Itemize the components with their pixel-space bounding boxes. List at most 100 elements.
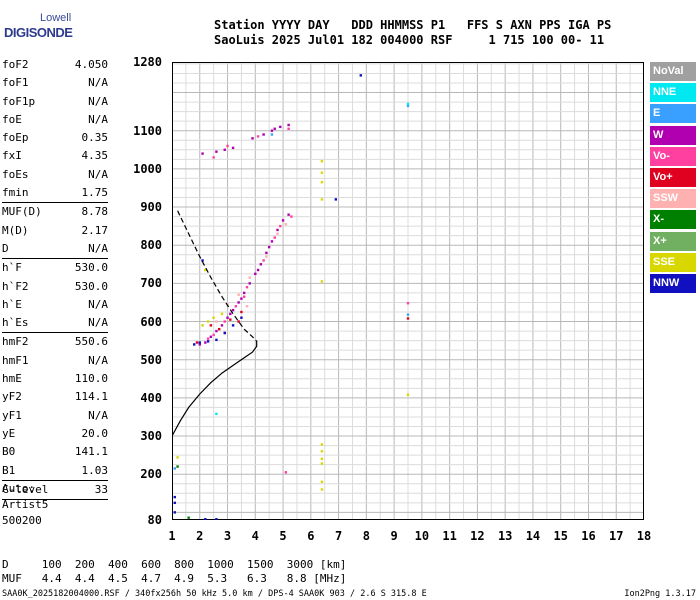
data-point [320, 280, 324, 283]
data-point [218, 327, 221, 331]
param-row: B0 141.1 [2, 443, 108, 461]
data-point [212, 333, 215, 337]
param-row: M(D) 2.17 [2, 222, 108, 240]
data-point [406, 104, 410, 108]
data-point [204, 268, 207, 272]
param-row: MUF(D) 8.78 [2, 203, 108, 221]
x-tick-label: 11 [442, 529, 457, 543]
data-point [276, 228, 279, 232]
data-point [204, 518, 207, 520]
x-tick-label: 14 [525, 529, 541, 543]
data-point [359, 74, 362, 77]
data-point [173, 511, 176, 514]
param-name: MUF(D) [2, 205, 42, 219]
data-point [406, 302, 410, 305]
data-point [215, 412, 218, 416]
param-row: foF2 4.050 [2, 56, 108, 74]
param-value: N/A [88, 297, 108, 311]
data-point [256, 135, 260, 138]
legend-item: NoVal [650, 62, 696, 81]
data-point [215, 329, 218, 333]
data-point [287, 123, 290, 127]
param-value: 530.0 [74, 279, 108, 293]
param-row: foEs N/A [2, 166, 108, 184]
data-point [223, 331, 226, 335]
param-row: yF1 N/A [2, 407, 108, 425]
y-tick-label: 900 [140, 200, 162, 215]
data-point [198, 341, 201, 344]
x-tick-label: 5 [279, 529, 287, 543]
param-name: h`F2 [2, 279, 29, 293]
param-value: 1.03 [81, 463, 109, 477]
data-point [270, 133, 274, 136]
data-point [215, 518, 218, 520]
param-value: 110.0 [74, 372, 108, 386]
data-point [290, 215, 293, 218]
x-tick-label: 2 [196, 529, 204, 543]
param-row: foF1 N/A [2, 74, 108, 92]
param-value: 141.1 [74, 445, 108, 459]
data-point [229, 312, 232, 316]
data-point [204, 341, 207, 344]
param-value: 20.0 [81, 426, 109, 440]
param-name: D [2, 241, 9, 255]
data-point [281, 219, 285, 222]
legend-item: Vo- [650, 146, 696, 166]
y-tick-label: 800 [140, 238, 162, 253]
legend-item: NNE [650, 83, 696, 103]
param-name: foE [2, 112, 22, 126]
data-point [212, 156, 215, 159]
logo-line1: Lowell [40, 12, 72, 24]
data-point [320, 181, 324, 184]
data-point [201, 324, 204, 327]
x-tick-label: 17 [609, 529, 624, 543]
data-point [173, 467, 176, 470]
data-point [173, 495, 176, 499]
param-row: foE N/A [2, 111, 108, 129]
header-row1: Station YYYY DAY DDD HHMMSS P1 FFS S AXN… [214, 18, 612, 32]
x-tick-label: 7 [334, 529, 343, 543]
data-point [234, 305, 238, 308]
param-value: 530.0 [74, 261, 108, 275]
data-point [262, 133, 265, 136]
data-point [226, 316, 229, 319]
data-point [187, 516, 190, 519]
param-name: B1 [2, 463, 16, 477]
data-point [406, 393, 410, 397]
station-header: Station YYYY DAY DDD HHMMSS P1 FFS S AXN… [214, 18, 611, 48]
param-value: N/A [88, 76, 108, 90]
legend-item: W [650, 125, 696, 145]
param-value: 0.35 [81, 131, 109, 145]
y-tick-label: 1280 [133, 55, 162, 69]
x-tick-label: 10 [414, 529, 430, 543]
auto-info: Auto: Artist5 500200 [2, 481, 48, 529]
legend-item: X+ [650, 231, 696, 251]
y-tick-label: 700 [140, 276, 162, 291]
data-point [201, 152, 204, 155]
logo-line2: DIGISONDE [4, 25, 73, 40]
param-value: 114.1 [74, 390, 108, 404]
data-point [320, 488, 324, 491]
data-point [231, 146, 235, 150]
param-separator [2, 479, 108, 481]
param-name: yF1 [2, 408, 22, 422]
x-tick-label: 1 [168, 529, 176, 543]
data-point [320, 457, 324, 461]
param-row: h`E N/A [2, 296, 108, 314]
data-point [223, 320, 226, 323]
data-point [279, 125, 282, 129]
data-point [206, 340, 210, 343]
muf-table: D 100 200 400 600 800 1000 1500 3000 [km… [2, 558, 346, 586]
auto-line1: Auto: [2, 482, 36, 495]
legend-item: Vo+ [650, 167, 696, 187]
data-point [334, 198, 338, 201]
y-tick-label: 400 [140, 390, 162, 405]
data-point [406, 102, 410, 106]
data-point [223, 148, 226, 151]
data-point [259, 263, 263, 266]
param-name: h`F [2, 261, 22, 275]
data-point [242, 295, 246, 298]
param-row: hmF1 N/A [2, 352, 108, 370]
y-tick-label: 300 [140, 429, 162, 444]
data-point [406, 317, 410, 320]
